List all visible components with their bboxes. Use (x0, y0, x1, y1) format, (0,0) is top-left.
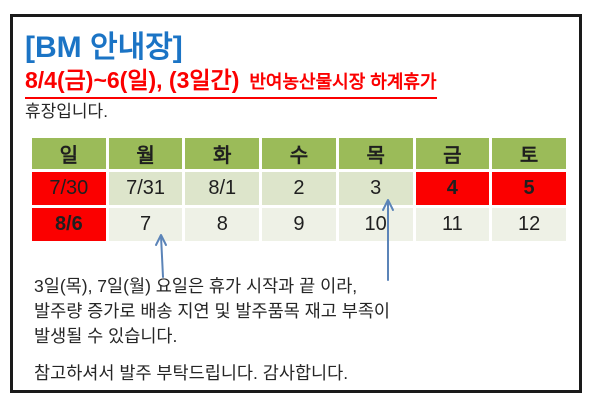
holiday-headline: 8/4(금)~6(일), (3일간) 반여농산물시장 하계휴가 (25, 61, 437, 99)
explanation-line: 발생될 수 있습니다. (34, 326, 178, 346)
weekday-header-cell: 월 (108, 138, 183, 169)
closing-line: 참고하셔서 발주 부탁드립니다. 감사합니다. (34, 363, 349, 383)
weekday-header-cell: 화 (185, 138, 260, 169)
weekday-header-cell: 일 (32, 138, 106, 169)
calendar-cell: 2 (262, 172, 336, 205)
calendar-cell: 11 (415, 208, 490, 241)
calendar-cell: 3 (338, 172, 413, 205)
calendar-cell: 4 (415, 172, 490, 205)
explanation-line: 발주량 증가로 배송 지연 및 발주품목 재고 부족이 (34, 301, 391, 321)
notice-title: [BM 안내장] (25, 31, 183, 64)
closed-notice-line: 휴장입니다. (25, 102, 108, 121)
calendar-cell: 8/6 (32, 208, 106, 241)
weekday-header-cell: 금 (415, 138, 490, 169)
calendar-cell: 5 (492, 172, 566, 205)
weekday-header-cell: 토 (492, 138, 566, 169)
calendar-cell: 7/31 (108, 172, 183, 205)
calendar-cell: 12 (492, 208, 566, 241)
calendar-cell: 7/30 (32, 172, 106, 205)
holiday-market-name: 반여농산물시장 하계휴가 (249, 72, 437, 92)
calendar-cell: 10 (338, 208, 413, 241)
calendar-cell: 9 (262, 208, 336, 241)
calendar-cell: 8/1 (185, 172, 260, 205)
holiday-dates: 8/4(금)~6(일), (3일간) (25, 67, 240, 93)
notice-card: [BM 안내장] 8/4(금)~6(일), (3일간) 반여농산물시장 하계휴가 … (10, 14, 582, 393)
holiday-calendar: 일 월 화 수 목 금 토 7/30 7/31 8/1 2 3 4 5 8/6 7 8 9 10 11 12 (29, 135, 569, 244)
weekday-header-cell: 목 (338, 138, 413, 169)
explanation-line: 3일(목), 7일(월) 요일은 휴가 시작과 끝 이라, (34, 276, 358, 296)
calendar-cell: 7 (108, 208, 183, 241)
calendar-cell: 8 (185, 208, 260, 241)
explanation-paragraph: 3일(목), 7일(월) 요일은 휴가 시작과 끝 이라, 발주량 증가로 배송… (34, 274, 390, 349)
weekday-header-cell: 수 (262, 138, 336, 169)
